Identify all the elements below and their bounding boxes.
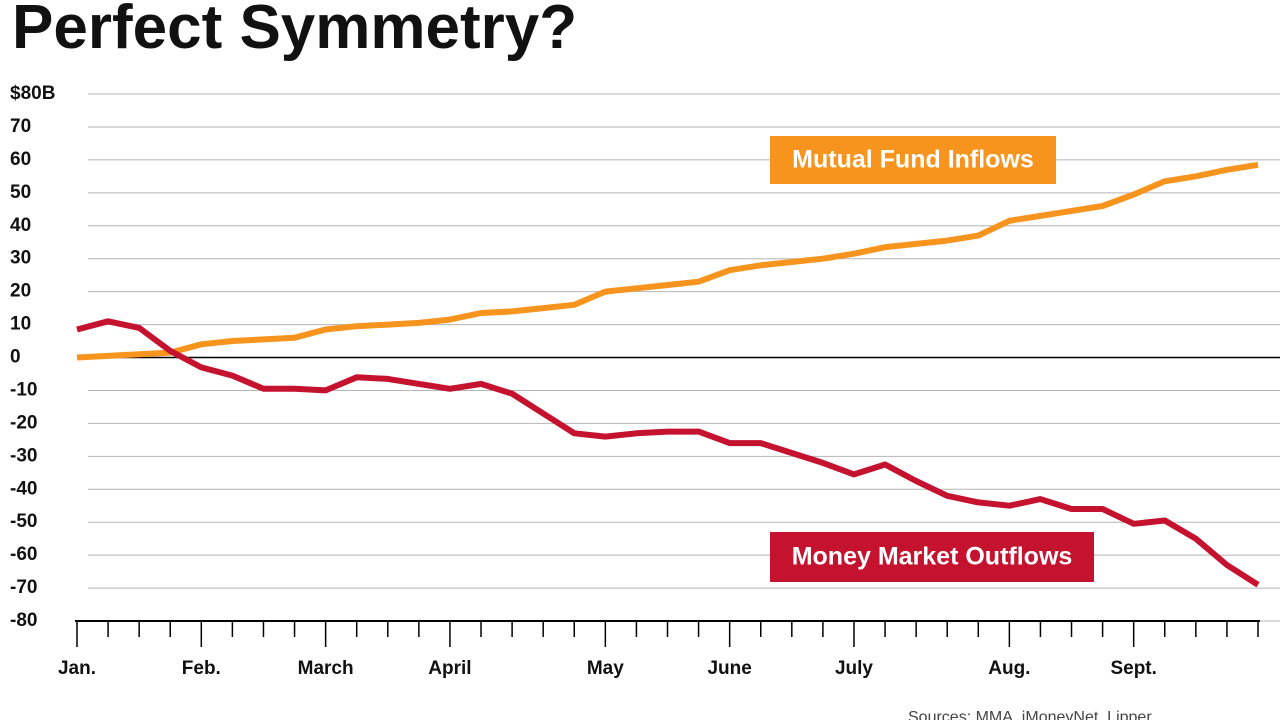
x-tick-label: April: [428, 658, 471, 679]
x-tick-label: Jan.: [58, 658, 96, 679]
chart-title: Perfect Symmetry?: [12, 0, 577, 62]
y-tick-label: 0: [10, 347, 21, 368]
x-tick-label: Feb.: [182, 658, 221, 679]
y-tick-label: -20: [10, 412, 37, 433]
x-tick-label: May: [587, 658, 624, 679]
y-tick-label: $80B: [10, 83, 55, 104]
x-tick-label: Aug.: [988, 658, 1030, 679]
y-tick-label: 30: [10, 248, 31, 269]
y-tick-label: -50: [10, 511, 37, 532]
y-tick-label: -40: [10, 478, 37, 499]
series-label-box: [770, 136, 1056, 184]
y-tick-label: 10: [10, 314, 31, 335]
y-tick-label: -30: [10, 445, 37, 466]
y-tick-label: 40: [10, 215, 31, 236]
x-tick-label: July: [835, 658, 873, 679]
y-tick-label: -10: [10, 379, 37, 400]
y-tick-label: -70: [10, 577, 37, 598]
series-label: Money Market Outflows: [792, 543, 1073, 571]
source: Sources: MMA, iMoneyNet, Lipper: [908, 709, 1152, 720]
y-tick-label: 50: [10, 182, 31, 203]
y-tick-label: 60: [10, 149, 31, 170]
series-line: [76, 161, 1259, 361]
y-tick-label: -60: [10, 544, 37, 565]
y-tick-label: 70: [10, 116, 31, 137]
x-tick-label: Sept.: [1110, 658, 1156, 679]
series-label-box: [770, 532, 1094, 582]
y-tick-label: 20: [10, 281, 31, 302]
series-line: [76, 318, 1260, 588]
series-label: Mutual Fund Inflows: [792, 146, 1034, 174]
x-tick-label: June: [707, 658, 751, 679]
x-tick-label: March: [298, 658, 354, 679]
y-tick-label: -80: [10, 610, 37, 631]
